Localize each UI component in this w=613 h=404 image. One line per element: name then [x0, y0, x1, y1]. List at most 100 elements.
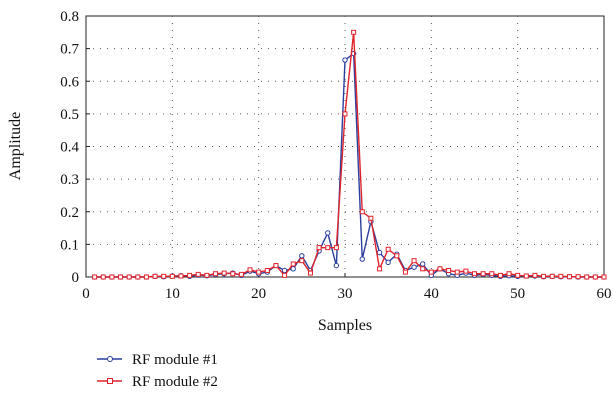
data-point	[247, 267, 253, 273]
series-2	[92, 29, 607, 280]
data-point	[368, 215, 374, 221]
data-point	[575, 274, 581, 280]
x-tick-label: 40	[424, 286, 439, 302]
legend-label: RF module #2	[132, 374, 218, 390]
legend-item-1: RF module #1	[97, 352, 218, 368]
data-point	[420, 266, 426, 272]
data-point	[256, 269, 262, 275]
legend: RF module #1 RF module #2	[97, 352, 218, 390]
data-point	[281, 267, 288, 274]
data-point	[411, 264, 417, 270]
data-point	[377, 266, 383, 272]
data-point	[290, 266, 296, 272]
data-point	[333, 245, 339, 251]
data-point	[333, 262, 340, 269]
data-point	[394, 253, 400, 259]
data-point	[342, 57, 348, 63]
data-point	[273, 263, 279, 269]
data-point	[299, 253, 305, 259]
y-tick-label: 0.2	[60, 205, 79, 221]
legend-label: RF module #1	[132, 352, 218, 368]
y-tick-label: 0.8	[60, 9, 79, 25]
data-point	[489, 271, 495, 277]
data-point	[558, 273, 564, 279]
data-point	[161, 273, 167, 279]
y-tick-label: 0.3	[60, 172, 79, 188]
y-tick-label: 0.4	[60, 140, 79, 156]
data-point	[584, 274, 590, 280]
x-tick-label: 60	[597, 286, 612, 302]
data-point	[342, 111, 348, 117]
data-point	[290, 261, 296, 267]
data-point	[351, 29, 357, 35]
data-point	[463, 268, 469, 274]
data-point	[92, 274, 98, 280]
legend-marker	[107, 378, 113, 384]
y-tick-label: 0	[72, 270, 80, 286]
data-point	[282, 272, 288, 278]
data-point	[195, 271, 201, 277]
data-point	[204, 272, 210, 278]
data-point	[385, 246, 391, 252]
data-point	[299, 258, 305, 264]
data-point	[497, 272, 503, 278]
data-point	[359, 256, 365, 262]
data-point	[325, 245, 331, 251]
data-point	[532, 272, 538, 278]
data-point	[187, 272, 193, 278]
data-point	[402, 269, 408, 275]
data-point	[307, 270, 313, 276]
data-point	[135, 274, 141, 280]
y-axis-title: Amplitude	[7, 112, 24, 180]
data-point	[178, 273, 184, 279]
legend-item-2: RF module #2	[97, 374, 218, 390]
x-tick-label: 10	[165, 286, 180, 302]
data-point	[221, 270, 227, 276]
data-point	[152, 273, 158, 279]
x-tick-label: 20	[251, 286, 266, 302]
data-point	[376, 249, 383, 256]
data-point	[169, 273, 175, 279]
data-point	[118, 274, 124, 280]
x-tick-label: 30	[338, 286, 353, 302]
data-point	[601, 274, 607, 280]
data-point	[437, 266, 443, 272]
data-point	[446, 267, 452, 273]
data-point	[126, 274, 132, 280]
data-point	[109, 274, 115, 280]
data-point	[230, 271, 236, 277]
data-point	[506, 271, 512, 277]
y-tick-label: 0.7	[60, 42, 79, 58]
data-point	[213, 271, 218, 277]
data-point	[316, 245, 322, 251]
data-point	[541, 273, 547, 279]
data-point	[264, 267, 270, 273]
data-point	[472, 271, 477, 277]
data-point	[549, 273, 555, 279]
x-axis-title: Samples	[318, 317, 372, 334]
data-point	[515, 272, 521, 278]
data-point	[420, 261, 426, 267]
data-point	[325, 230, 331, 236]
x-tick-label: 50	[510, 286, 525, 302]
data-point	[143, 274, 149, 280]
data-point	[566, 274, 572, 280]
axis-ticks: 0 10 20 30 40 50 60 0 0.1 0.2 0.3 0.4 0.5 0.6 0.7 0.8	[60, 9, 611, 302]
data-point	[454, 269, 460, 275]
series-layer	[91, 29, 607, 280]
data-point	[592, 274, 598, 280]
data-point	[385, 259, 391, 266]
data-point	[428, 269, 434, 275]
data-point	[100, 274, 106, 280]
data-point	[359, 209, 365, 215]
gridlines	[86, 16, 604, 277]
data-point	[238, 271, 244, 277]
y-tick-label: 0.1	[60, 237, 79, 253]
legend-marker	[107, 356, 113, 362]
data-point	[523, 273, 529, 279]
data-point	[411, 258, 417, 264]
y-tick-label: 0.5	[60, 107, 79, 123]
data-point	[480, 271, 486, 277]
y-tick-label: 0.6	[60, 74, 79, 90]
